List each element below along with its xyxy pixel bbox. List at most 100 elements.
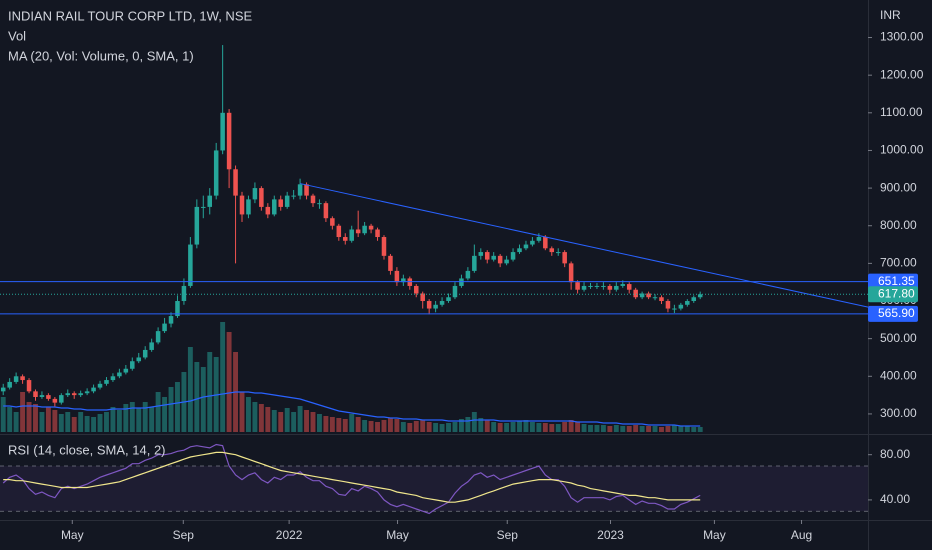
candle-body: [472, 255, 477, 271]
candle-body: [672, 308, 677, 310]
volume-bar: [342, 419, 348, 432]
volume-bar: [162, 397, 168, 432]
candle-body: [284, 195, 290, 207]
candle-body: [665, 301, 671, 309]
volume-bar: [142, 402, 148, 432]
volume-label: Vol: [8, 28, 26, 43]
y-tick-label: 800.00: [880, 218, 917, 232]
x-tick-label: Aug: [791, 528, 812, 542]
candle-body: [168, 316, 174, 324]
volume-bar: [652, 426, 658, 432]
candle-body: [272, 199, 277, 215]
candle-body: [0, 387, 6, 392]
candle-body: [633, 289, 638, 298]
volume-bar: [271, 410, 277, 432]
volume-bar: [52, 410, 58, 432]
volume-bar: [588, 425, 593, 432]
rsi-label: RSI (14, close, SMA, 14, 2): [8, 442, 166, 457]
y-tick-label: 1200.00: [880, 67, 924, 81]
x-tick-label: May: [386, 528, 409, 542]
volume-bar: [362, 420, 368, 432]
candle-body: [555, 252, 561, 254]
volume-bar: [149, 407, 155, 432]
volume-bar: [104, 412, 109, 432]
rsi-ma-line: [3, 451, 701, 503]
candle-body: [278, 199, 283, 207]
candle-body: [626, 284, 632, 290]
x-tick-label: May: [61, 528, 84, 542]
candle-body: [13, 376, 19, 382]
candle-body: [207, 195, 212, 207]
candle-body: [130, 361, 135, 369]
volume-bar: [252, 402, 258, 432]
candle-body: [188, 244, 193, 286]
candle-body: [504, 259, 509, 264]
candle-body: [459, 278, 464, 286]
volume-bar: [575, 422, 581, 432]
volume-bar: [420, 420, 426, 432]
candle-body: [375, 229, 380, 238]
candle-body: [581, 285, 587, 290]
volume-bar: [278, 412, 284, 432]
candle-body: [407, 278, 413, 286]
marks: [0, 45, 875, 515]
y-tick-label: 500.00: [880, 331, 917, 345]
candle-body: [246, 199, 251, 215]
candle-body: [336, 225, 342, 238]
candle-body: [646, 293, 651, 298]
candle-body: [381, 237, 387, 256]
x-tick-label: 2023: [597, 528, 624, 542]
candle-body: [439, 301, 445, 305]
candle-body: [355, 229, 361, 234]
y-tick-label: 900.00: [880, 180, 917, 194]
volume-bar: [26, 402, 32, 432]
candle-body: [310, 195, 316, 204]
volume-bar: [355, 417, 361, 432]
volume-bar: [400, 422, 406, 432]
candle-body: [401, 278, 406, 283]
candle-body: [7, 381, 12, 388]
volume-bar: [316, 414, 322, 432]
volume-bar: [439, 424, 445, 432]
y-tick-label: 1100.00: [880, 105, 923, 119]
volume-bar: [497, 423, 503, 432]
candle-body: [543, 237, 548, 249]
volume-bar: [381, 420, 387, 432]
volume-bar: [155, 392, 161, 432]
candle-body: [523, 244, 529, 249]
candle-body: [659, 297, 664, 302]
candle-body: [162, 323, 167, 332]
volume-bar: [684, 426, 690, 432]
candle-body: [142, 349, 148, 358]
volume-bar: [129, 402, 135, 432]
candle-body: [104, 380, 109, 384]
candle-body: [71, 393, 77, 396]
volume-bar: [387, 418, 393, 432]
volume-bar: [65, 412, 71, 432]
candle-body: [317, 203, 322, 205]
candle-body: [652, 297, 658, 299]
rsi-tick-label: 40.00: [880, 492, 910, 506]
price-line-tag: [868, 305, 918, 322]
candle-body: [497, 255, 503, 264]
volume-bar: [226, 332, 232, 432]
chart-title: INDIAN RAIL TOUR CORP LTD, 1W, NSE: [8, 8, 252, 23]
volume-bar: [594, 425, 600, 432]
volume-bar: [58, 414, 64, 432]
volume-bar: [258, 404, 264, 432]
candle-body: [362, 225, 367, 234]
candle-body: [491, 255, 496, 260]
volume-bar: [207, 352, 213, 432]
trendline: [299, 183, 875, 310]
candle-body: [465, 270, 471, 279]
price-line-tag: [868, 273, 918, 290]
candle-body: [368, 225, 374, 230]
candle-body: [52, 398, 58, 403]
volume-bar: [136, 408, 142, 432]
volume-bar: [349, 414, 355, 432]
candle-body: [213, 150, 219, 196]
volume-bar: [433, 423, 439, 432]
volume-bar: [529, 422, 535, 432]
